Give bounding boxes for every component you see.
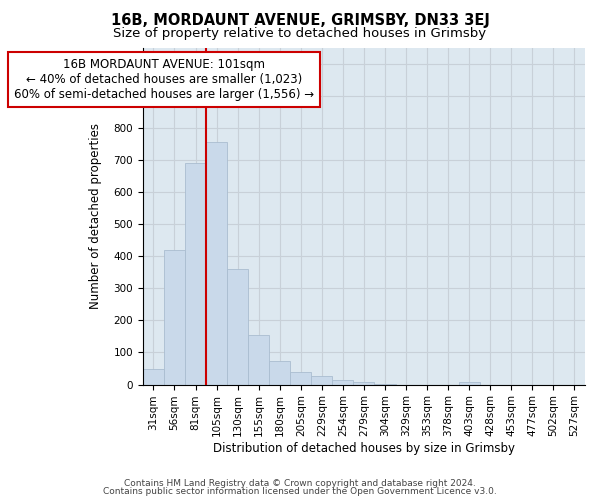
Bar — [269, 360, 290, 384]
Bar — [458, 382, 480, 384]
Text: 16B MORDAUNT AVENUE: 101sqm
← 40% of detached houses are smaller (1,023)
60% of : 16B MORDAUNT AVENUE: 101sqm ← 40% of det… — [14, 58, 314, 101]
X-axis label: Distribution of detached houses by size in Grimsby: Distribution of detached houses by size … — [213, 442, 515, 455]
Bar — [290, 372, 311, 384]
Bar — [164, 250, 185, 384]
Bar — [311, 376, 332, 384]
Bar — [353, 382, 374, 384]
Text: Contains HM Land Registry data © Crown copyright and database right 2024.: Contains HM Land Registry data © Crown c… — [124, 478, 476, 488]
Bar — [332, 380, 353, 384]
Bar — [227, 269, 248, 384]
Bar — [248, 335, 269, 384]
Bar — [206, 142, 227, 384]
Text: 16B, MORDAUNT AVENUE, GRIMSBY, DN33 3EJ: 16B, MORDAUNT AVENUE, GRIMSBY, DN33 3EJ — [110, 12, 490, 28]
Bar — [143, 369, 164, 384]
Text: Contains public sector information licensed under the Open Government Licence v3: Contains public sector information licen… — [103, 487, 497, 496]
Bar — [185, 163, 206, 384]
Text: Size of property relative to detached houses in Grimsby: Size of property relative to detached ho… — [113, 28, 487, 40]
Y-axis label: Number of detached properties: Number of detached properties — [89, 123, 101, 309]
